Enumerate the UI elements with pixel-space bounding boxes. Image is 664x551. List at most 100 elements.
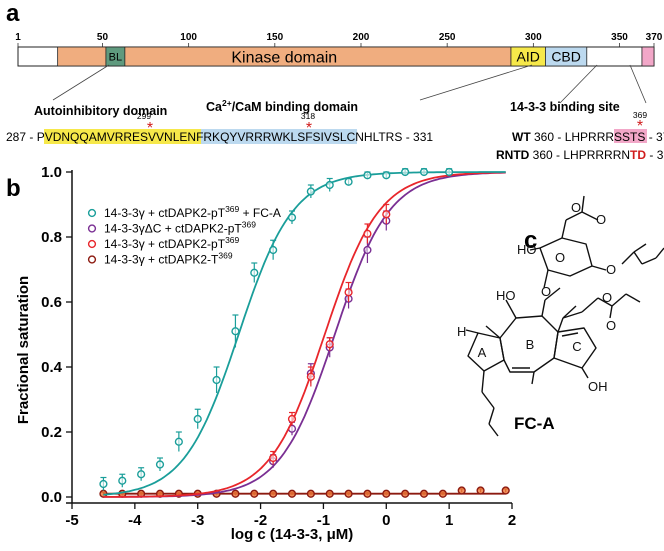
data-point-0 — [212, 375, 221, 385]
residue-mark-369: 369 — [633, 110, 647, 120]
legend-entry-2: 14-3-3γ + ctDAPK2-pT369 — [104, 235, 240, 251]
phospho-star-369: * — [637, 118, 643, 135]
atom-o-3: O — [555, 250, 565, 265]
legend-entry-0: 14-3-3γ + ctDAPK2-pT369 + FC-A — [104, 204, 281, 220]
data-point-3 — [438, 489, 447, 498]
atom-ho-2: HO — [496, 288, 516, 303]
atom-o-5: O — [541, 284, 551, 299]
wt-binding-highlight — [614, 129, 647, 143]
legend-entry-1: 14-3-3γΔC + ctDAPK2-pT369 — [104, 220, 256, 236]
domain-segment-bind — [641, 46, 655, 67]
domain-label-aid: AID — [517, 49, 540, 65]
phospho-star-299: * — [147, 120, 153, 137]
data-point-0 — [155, 460, 165, 469]
data-point-3 — [476, 486, 485, 495]
data-point-2 — [306, 372, 315, 381]
residue-mark-299: 299 — [137, 111, 151, 121]
data-point-0 — [269, 245, 278, 255]
legend-marker-0 — [87, 208, 97, 218]
cam-binding-label: Ca2+/CaM binding domain — [206, 98, 358, 114]
panel-a-letter: a — [6, 0, 20, 27]
atom-h: H — [457, 324, 466, 339]
data-point-0 — [306, 187, 315, 196]
y-tick-label: 1.0 — [41, 164, 62, 181]
data-point-3 — [325, 489, 334, 498]
data-point-0 — [174, 437, 183, 446]
data-point-2 — [344, 288, 353, 297]
data-point-3 — [363, 489, 372, 498]
aid-sequence-highlight — [44, 129, 201, 144]
binding-chart: -5 -4 -3 -2 -1 0 1 2 0.0 0.2 0.4 0.6 0.8 1.0 — [41, 164, 516, 529]
x-tick-label: -3 — [191, 512, 204, 529]
panel-b-letter: b — [6, 175, 21, 202]
domain-label-cbd: CBD — [551, 49, 581, 65]
domain-tick-label: 1 — [15, 32, 21, 43]
data-point-3 — [419, 489, 429, 498]
ring-c-label: C — [572, 339, 581, 354]
domain-segment-BL — [105, 46, 126, 67]
atom-oh: OH — [588, 379, 608, 394]
ring-a-label: A — [478, 345, 487, 360]
data-point-3 — [501, 486, 510, 495]
domain-connectors — [52, 64, 647, 104]
fc-a-structure — [465, 195, 664, 437]
autoinhibitory-label: Autoinhibitory domain — [34, 104, 167, 118]
data-point-0 — [401, 167, 410, 177]
data-point-0 — [118, 476, 127, 485]
fit-curve-0 — [103, 171, 506, 496]
atom-ho-1: HO — [517, 242, 537, 257]
domain-length-ticks: 1 50 100 150 200 250 300 350 370 — [15, 32, 663, 47]
domain-tick-label: 350 — [611, 32, 628, 43]
domain-label-BL: BL — [109, 51, 122, 63]
domain-label-kinase: Kinase domain — [231, 49, 337, 66]
y-tick-label: 0.0 — [41, 489, 62, 506]
domain-tick-label: 150 — [266, 32, 283, 43]
atom-o-1: O — [571, 200, 581, 215]
fit-curve-2 — [103, 171, 506, 498]
y-tick-label: 0.2 — [41, 424, 62, 441]
data-point-2 — [287, 414, 297, 424]
x-tick-label: -1 — [317, 512, 330, 529]
data-point-0 — [382, 171, 391, 180]
data-point-0 — [445, 167, 454, 177]
x-tick-label: -4 — [128, 512, 142, 529]
x-tick-label: 2 — [508, 512, 516, 529]
data-point-0 — [325, 180, 334, 190]
data-point-0 — [363, 171, 372, 180]
domain-tick-label: 50 — [97, 32, 109, 43]
domain-bar: Kinase domain AID CBD BL — [17, 46, 655, 67]
domain-tick-label: 370 — [646, 32, 663, 43]
domain-sequence: 287 - PVDNQQAMVRRESVVNLENFRKQYVRRRWKLSFS… — [6, 130, 433, 144]
y-axis-label: Fractional saturation — [15, 276, 32, 424]
data-point-2 — [269, 453, 278, 463]
data-point-3 — [457, 486, 466, 495]
data-point-3 — [269, 489, 278, 498]
data-point-0 — [419, 167, 429, 177]
fc-a-ring-labels: A B C — [478, 337, 582, 360]
residue-mark-318: 318 — [301, 111, 315, 121]
ring-b-label: B — [526, 337, 535, 352]
legend-entry-3: 14-3-3γ + ctDAPK2-T369 — [104, 251, 233, 267]
domain-tick-label: 200 — [353, 32, 370, 43]
legend-marker-3 — [87, 255, 97, 264]
data-point-3 — [250, 489, 259, 498]
atom-o-4: O — [606, 262, 616, 277]
data-point-0 — [231, 327, 240, 336]
x-tick-label: 0 — [382, 512, 390, 529]
data-point-3 — [382, 489, 391, 498]
data-point-3 — [306, 489, 315, 498]
panel-c-letter: c — [524, 227, 537, 254]
data-point-2 — [363, 229, 372, 238]
x-axis-label: log c (14-3-3, μM) — [231, 526, 354, 543]
atom-o-2: O — [596, 212, 606, 227]
legend-marker-2 — [87, 239, 97, 249]
chart-legend: 14-3-3γ + ctDAPK2-pT369 + FC-A14-3-3γΔC … — [87, 204, 281, 267]
data-point-3 — [287, 489, 297, 498]
atom-o-7: O — [606, 318, 616, 333]
domain-tick-label: 100 — [180, 32, 197, 43]
domain-segment-cbd — [545, 46, 588, 67]
data-point-3 — [231, 489, 240, 498]
data-point-2 — [325, 340, 334, 349]
phospho-star-318: * — [306, 120, 312, 137]
